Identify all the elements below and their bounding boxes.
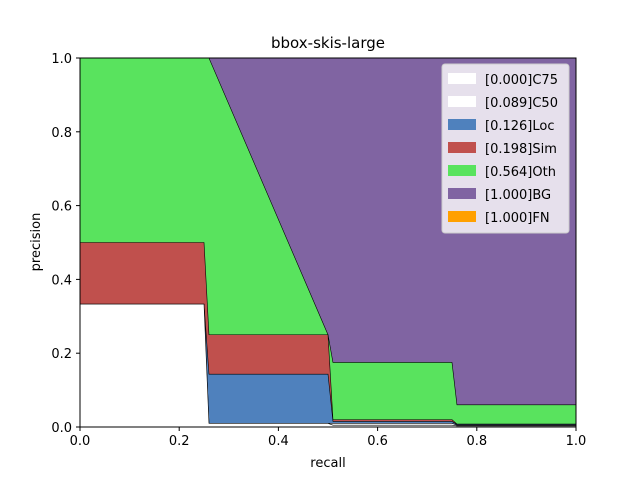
chart-title: bbox-skis-large (271, 34, 385, 52)
x-tick-label: 0.4 (268, 434, 289, 449)
x-tick-label: 0.0 (70, 434, 91, 449)
y-tick-label: 0.2 (51, 347, 72, 362)
legend-label: [0.126]Loc (485, 119, 554, 134)
legend-swatch (448, 211, 476, 222)
y-tick-label: 1.0 (51, 52, 72, 67)
legend-label: [1.000]BG (485, 188, 551, 203)
legend-swatch (448, 119, 476, 130)
y-tick-label: 0.0 (51, 421, 72, 436)
legend-swatch (448, 165, 476, 176)
legend-swatch (448, 96, 476, 107)
legend: [0.000]C75 [0.089]C50 [0.126]Loc [0.198]Sim… (441, 63, 570, 234)
y-tick-label: 0.6 (51, 200, 72, 215)
legend-label: [0.564]Oth (485, 165, 556, 180)
x-tick-label: 0.2 (169, 434, 190, 449)
y-axis-title: precision (29, 213, 44, 272)
legend-label: [0.089]C50 (485, 96, 558, 111)
legend-swatch (448, 188, 476, 199)
x-axis-title: recall (310, 456, 345, 471)
x-axis: 0.0 0.2 0.4 0.6 0.8 1.0 (70, 427, 587, 449)
legend-label: [1.000]FN (485, 211, 550, 226)
legend-label: [0.000]C75 (485, 73, 558, 88)
y-tick-label: 0.8 (51, 126, 72, 141)
x-tick-label: 0.8 (466, 434, 487, 449)
legend-swatch (448, 73, 476, 84)
x-tick-label: 0.6 (367, 434, 388, 449)
y-axis: 0.0 0.2 0.4 0.6 0.8 1.0 (51, 52, 80, 436)
plot-frame (79, 57, 577, 428)
y-tick-label: 0.4 (51, 273, 72, 288)
legend-label: [0.198]Sim (485, 142, 557, 157)
legend-swatch (448, 142, 476, 153)
x-tick-label: 1.0 (566, 434, 587, 449)
